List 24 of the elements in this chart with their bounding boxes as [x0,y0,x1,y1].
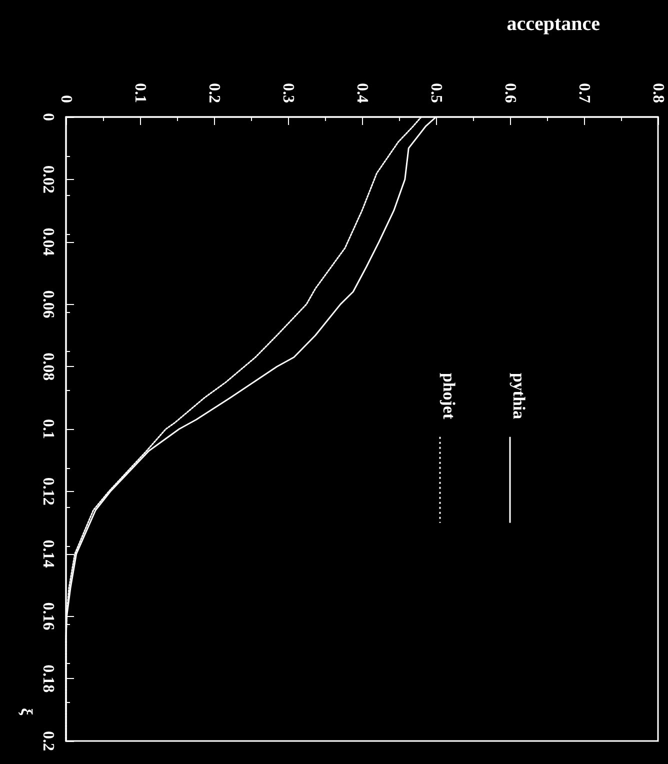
y-tick-label: 0 [40,113,56,121]
x-tick-label: 0 [58,95,74,103]
y-tick-label: 0.1 [40,419,56,439]
y-tick-label: 0.18 [40,664,56,693]
y-tick-label: 0.06 [40,290,56,318]
y-tick-label: 0.16 [40,602,56,630]
x-tick-label: 0.2 [206,83,222,103]
text: phojet [440,372,458,420]
x-tick-label: 0.1 [132,83,148,103]
x-tick-label: 0.8 [650,83,666,103]
y-tick-label: 0.04 [40,228,56,256]
y-axis-title: ξ [18,708,34,716]
y-tick-label: 0.2 [40,731,56,751]
y-tick-label: 0.12 [40,477,56,506]
x-tick-label: 0.7 [576,83,592,103]
x-tick-label: 0.6 [502,83,518,103]
y-tick-label: 0.14 [40,540,56,568]
y-tick-label: 0.02 [40,165,56,194]
x-tick-label: 0.5 [428,83,444,103]
x-tick-label: 0.3 [280,83,296,103]
text: pythia [510,372,528,420]
x-tick-label: 0.4 [354,83,370,103]
y-tick-label: 0.08 [40,352,56,381]
x-axis-title: acceptance [506,13,600,35]
